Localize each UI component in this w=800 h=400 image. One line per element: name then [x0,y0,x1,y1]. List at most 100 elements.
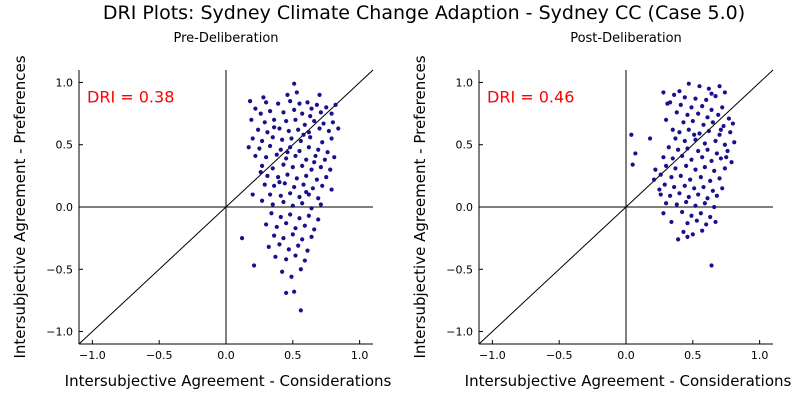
pre-data-point [302,122,307,127]
pre-data-point [255,127,261,132]
post-data-point [661,90,666,95]
post-data-point [630,162,635,167]
pre-data-point [292,184,297,190]
pre-data-point [258,111,263,116]
post-data-point [709,158,714,164]
pre-data-point [312,227,317,232]
pre-y-tick-label: −0.5 [46,263,73,276]
post-data-point [709,263,714,268]
post-data-point [669,219,674,225]
post-dri-annotation: DRI = 0.46 [487,87,574,106]
pre-data-point [316,217,321,222]
pre-data-point [288,212,293,217]
post-data-point [728,130,733,135]
post-data-point [686,127,691,132]
post-identity-line [478,69,774,345]
pre-data-point [259,138,265,144]
pre-data-point [293,253,298,258]
post-data-point [700,155,705,160]
post-x-tick-label: 0.0 [617,349,635,362]
post-data-point [700,228,705,233]
pre-data-point [270,202,275,207]
post-data-point [713,94,718,99]
pre-data-point [289,274,294,279]
post-data-point [724,155,729,160]
post-data-point [677,130,682,135]
pre-data-point [304,173,309,178]
pre-data-point [277,179,282,185]
pre-data-point [314,102,319,107]
post-data-point [693,137,698,142]
pre-x-tick-label: 1.0 [351,349,369,362]
post-data-point [713,138,718,144]
post-data-point [693,167,698,172]
pre-data-point [284,156,289,161]
post-data-point [682,95,687,100]
post-data-point [720,186,725,191]
post-data-point [685,221,690,226]
pre-data-point [300,163,305,168]
pre-data-point [281,199,286,205]
post-data-point [709,91,714,96]
post-data-point [658,172,663,177]
post-data-point [690,232,695,237]
pre-data-point [257,146,262,151]
post-data-point [721,123,726,129]
post-data-point [661,155,666,160]
post-data-point [697,84,702,89]
post-data-point [713,219,718,225]
post-data-point [647,136,653,141]
pre-data-point [309,167,314,172]
pre-data-point [309,234,314,239]
pre-data-point [290,165,295,170]
pre-data-point [272,233,277,238]
pre-data-point [305,248,310,253]
post-data-point [702,201,707,206]
pre-data-point [300,111,305,116]
pre-data-point [329,187,334,192]
pre-data-point [325,150,330,155]
pre-data-point [328,167,333,172]
post-x-tick-label: 1.0 [751,349,769,362]
post-y-tick-label: 0.0 [456,201,474,214]
pre-data-point [249,117,254,122]
post-data-point [663,117,669,122]
post-data-point [658,192,663,197]
post-data-point [702,165,707,170]
post-data-point [722,166,727,171]
pre-data-point [294,176,299,181]
pre-y-tick-label: −1.0 [46,326,73,339]
post-data-point [689,213,694,218]
pre-data-point [304,157,309,162]
pre-data-point [285,150,290,155]
pre-data-point [313,153,318,159]
post-data-point [629,132,634,137]
post-data-point [717,84,722,89]
post-data-point [696,192,701,197]
pre-data-point [251,263,257,268]
post-data-point [685,112,690,117]
pre-data-point [309,206,314,211]
post-data-point [704,97,709,102]
pre-data-point [314,177,319,182]
post-data-point [718,127,723,132]
post-data-point [708,178,713,183]
post-data-point [673,136,678,141]
pre-dri-annotation: DRI = 0.38 [87,87,174,106]
post-data-point [673,166,678,171]
pre-data-point [268,109,273,114]
post-data-point [666,145,671,150]
pre-data-point [282,181,287,186]
post-data-point [708,214,713,220]
post-x-tick-label: −1.0 [479,349,506,362]
pre-data-point [263,100,269,105]
pre-data-point [324,105,329,110]
pre-data-point [318,165,323,170]
post-data-point [684,199,689,205]
pre-data-point [277,242,282,247]
post-data-point [663,201,669,206]
post-data-point [706,128,711,134]
post-data-point [682,183,687,188]
post-data-point [709,107,714,112]
pre-data-point [284,257,289,262]
